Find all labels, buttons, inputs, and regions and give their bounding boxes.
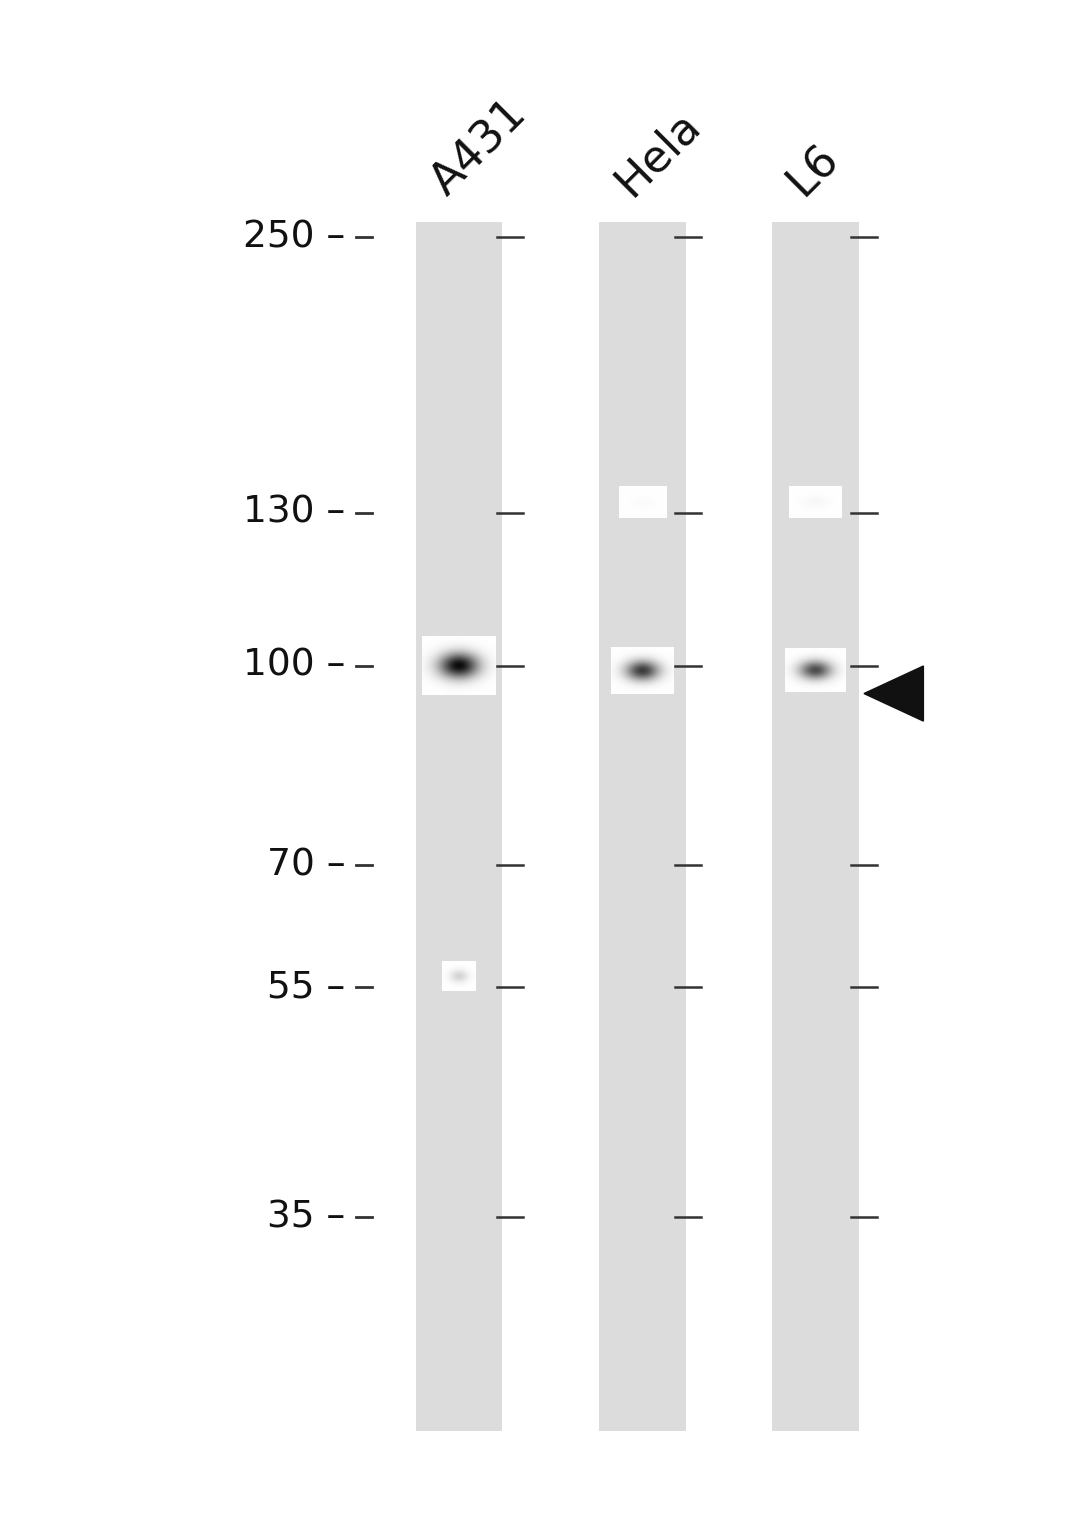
Text: A431: A431 bbox=[423, 92, 536, 204]
Polygon shape bbox=[864, 666, 923, 721]
Text: 130 –: 130 – bbox=[243, 495, 346, 531]
Text: 55 –: 55 – bbox=[268, 969, 346, 1006]
Text: 35 –: 35 – bbox=[268, 1199, 346, 1236]
Text: 70 –: 70 – bbox=[267, 847, 346, 883]
Bar bbox=[416, 222, 502, 1431]
Text: 250 –: 250 – bbox=[243, 219, 346, 256]
Text: Hela: Hela bbox=[607, 103, 708, 204]
Bar bbox=[772, 222, 859, 1431]
Text: L6: L6 bbox=[780, 136, 848, 204]
Bar bbox=[599, 222, 686, 1431]
Text: 100 –: 100 – bbox=[243, 648, 346, 684]
